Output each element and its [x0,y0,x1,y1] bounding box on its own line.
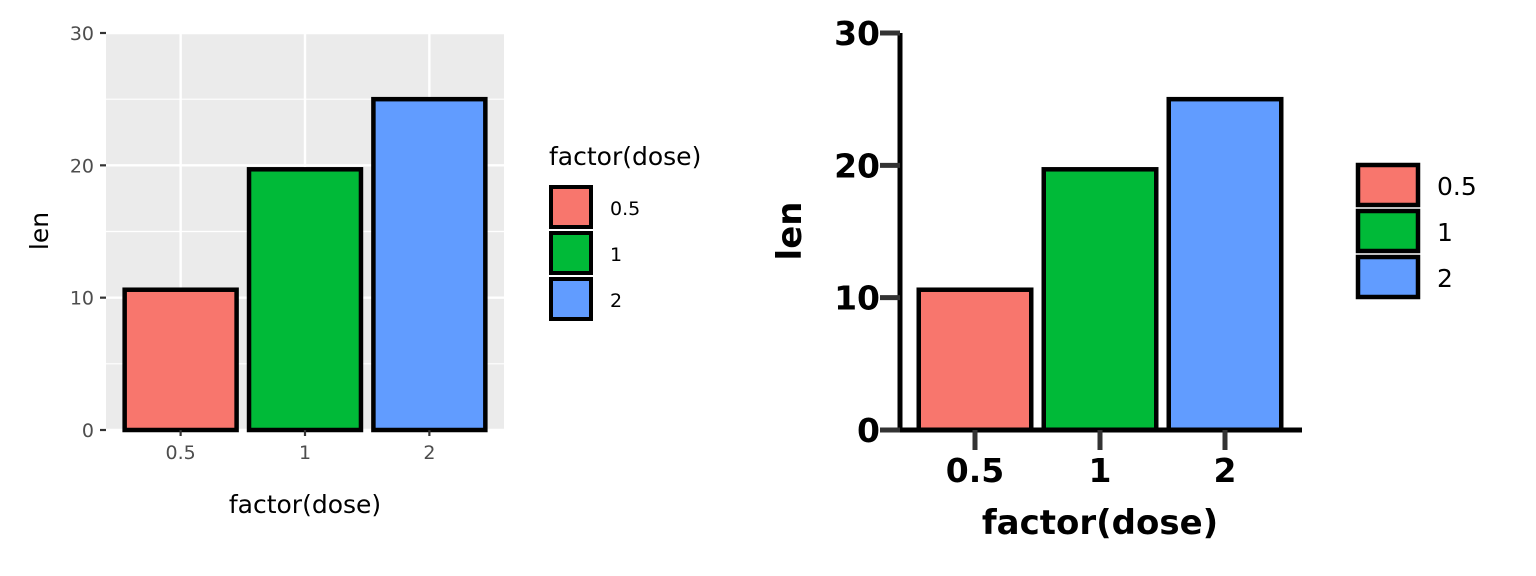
x-tick-label: 1 [1089,451,1112,490]
x-axis-ticks: 0.5 1 2 [166,430,435,464]
y-tick-label: 20 [70,155,94,177]
y-tick-label: 30 [70,23,94,45]
legend-key [549,277,593,321]
bar [1041,167,1159,433]
legend-label: 2 [610,290,622,312]
legend-label: 1 [1437,218,1453,247]
legend-label: 0.5 [610,198,640,220]
legend-key [1355,162,1421,208]
chart-right: 0 10 20 30 0.5 1 2 factor(dose) len 0.5 1 2 [770,14,1477,543]
y-axis-ticks: 0 10 20 30 [70,23,106,442]
y-tick-label: 10 [70,288,94,310]
y-tick-label: 0 [857,411,880,450]
legend-label: 0.5 [1437,172,1477,201]
x-tick-label: 2 [1214,451,1237,490]
legend-key [1355,208,1421,254]
legend: 0.5 1 2 [1355,162,1477,300]
bars [122,96,488,433]
y-axis-ticks: 0 10 20 30 [834,14,900,450]
y-tick-label: 10 [834,279,880,318]
x-tick-label: 0.5 [946,451,1004,490]
y-tick-label: 30 [834,14,880,53]
legend-label: 2 [1437,264,1453,293]
legend-key [549,185,593,229]
bar [246,167,364,433]
legend-label: 1 [610,244,622,266]
chart-left: 0 10 20 30 0.5 1 2 factor(dose) len factor(do… [25,23,701,519]
legend: 0.5 1 2 [549,185,640,321]
legend-key [549,231,593,275]
bar [371,96,488,433]
y-tick-label: 0 [82,420,94,442]
x-tick-label: 0.5 [166,442,196,464]
legend-key [1355,254,1421,300]
bar [122,287,239,433]
x-tick-label: 1 [299,442,311,464]
y-axis-title: len [770,202,810,261]
bar [916,287,1034,433]
x-axis-title: factor(dose) [982,503,1218,543]
y-tick-label: 20 [834,146,880,185]
x-axis-title: factor(dose) [229,490,381,519]
x-axis-ticks: 0.5 1 2 [946,430,1237,490]
bar [1166,96,1284,433]
legend-title: factor(dose) [549,142,701,171]
x-tick-label: 2 [423,442,435,464]
bars [916,96,1284,433]
y-axis-title: len [25,212,54,250]
